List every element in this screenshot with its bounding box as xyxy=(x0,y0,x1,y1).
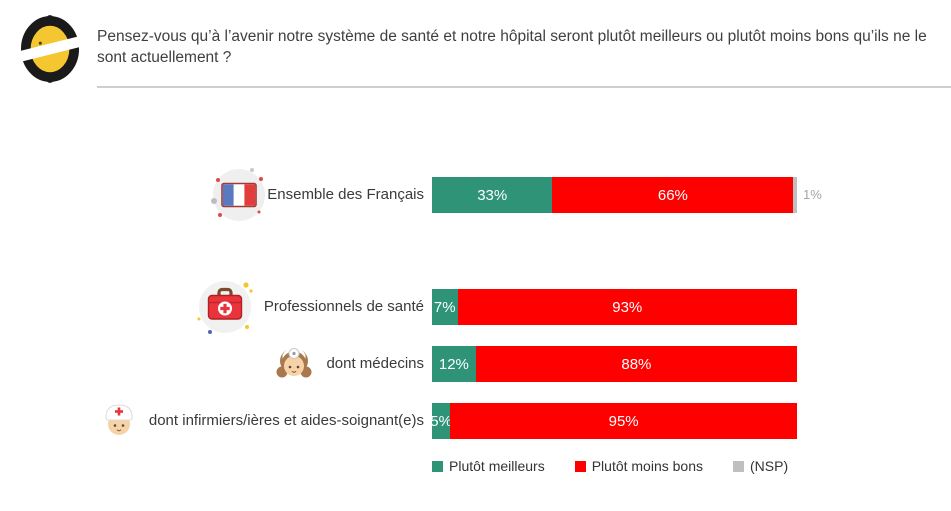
bar-segment-meilleurs: 12% xyxy=(432,346,476,382)
first-aid-kit-icon xyxy=(196,278,254,341)
france-flag-icon xyxy=(210,166,268,229)
header-divider xyxy=(97,86,951,88)
legend-item-nsp: (NSP) xyxy=(733,458,788,474)
bar-segment-meilleurs: 5% xyxy=(430,403,452,439)
row-label-professionnels: Professionnels de santé xyxy=(263,298,424,315)
legend-swatch-grey xyxy=(733,460,744,472)
legend-swatch-green xyxy=(432,460,443,472)
bar-segment-meilleurs: 7% xyxy=(432,289,458,325)
row-label-medecins: dont médecins xyxy=(326,355,424,372)
question-text: Pensez-vous qu’à l’avenir notre système … xyxy=(97,28,927,66)
bar-segment-moins-bons: 88% xyxy=(475,346,797,382)
legend-label: Plutôt meilleurs xyxy=(449,458,545,474)
chart-row-professionnels: Professionnels de santé 7% 93% xyxy=(0,281,951,334)
bar-ensemble: 33% 66% xyxy=(432,177,797,213)
bar-segment-moins-bons: 95% xyxy=(450,403,797,439)
doctor-icon xyxy=(276,344,312,387)
nurse-icon xyxy=(102,401,136,444)
legend-label: Plutôt moins bons xyxy=(591,458,703,474)
bar-segment-moins-bons: 66% xyxy=(552,177,794,213)
bar-segment-nsp xyxy=(793,177,797,213)
legend-item-meilleurs: Plutôt meilleurs xyxy=(432,458,545,474)
bar-segment-moins-bons: 93% xyxy=(457,289,797,325)
bar-segment-meilleurs: 33% xyxy=(432,177,553,213)
row-label-ensemble: Ensemble des Français xyxy=(267,186,424,203)
bar-medecins: 12% 88% xyxy=(432,346,797,382)
legend-swatch-red xyxy=(574,460,586,472)
bar-infirmiers: 5% 95% xyxy=(430,403,797,439)
nsp-value-label: 1% xyxy=(803,187,822,202)
legend-label: (NSP) xyxy=(750,458,789,474)
bar-professionnels: 7% 93% xyxy=(432,289,797,325)
chart-row-medecins: dont médecins 12% 88% xyxy=(0,346,951,382)
row-label-infirmiers: dont infirmiers/ières et aides-soignant(… xyxy=(148,412,424,429)
legend-item-moins-bons: Plutôt moins bons xyxy=(574,458,703,474)
chart-legend: Plutôt meilleurs Plutôt moins bons (NSP) xyxy=(432,456,788,476)
odoxa-logo xyxy=(12,15,88,83)
chart-row-infirmiers: dont infirmiers/ières et aides-soignant(… xyxy=(0,403,951,439)
chart-row-ensemble: Ensemble des Français 33% 66% 1% xyxy=(0,168,951,221)
